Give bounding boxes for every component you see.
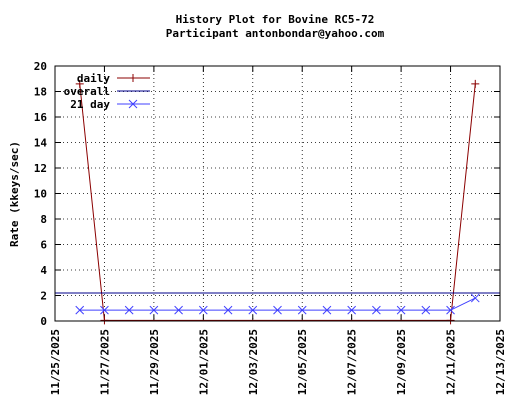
21-day-point [75, 305, 85, 315]
legend-marker-daily [129, 74, 137, 82]
y-tick-label: 16 [34, 111, 48, 124]
21-day-point [297, 305, 307, 315]
y-axis-label: Rate (kkeys/sec) [8, 141, 21, 247]
21-day-point [198, 305, 208, 315]
x-tick-label: 12/07/2025 [346, 329, 359, 395]
x-tick-label: 12/05/2025 [296, 329, 309, 395]
21-day-point [174, 305, 183, 315]
y-tick-label: 2 [40, 290, 47, 303]
y-tick-label: 14 [34, 137, 48, 150]
chart-subtitle: Participant antonbondar@yahoo.com [166, 27, 385, 40]
y-tick-label: 10 [34, 188, 47, 201]
21-day-point [248, 305, 258, 315]
21-day-point [347, 305, 357, 315]
21-day-point [124, 305, 134, 315]
21-day-point [223, 305, 233, 315]
chart-title: History Plot for Bovine RC5-72 [176, 13, 375, 26]
x-tick-label: 12/01/2025 [197, 329, 210, 395]
x-tick-label: 11/29/2025 [148, 329, 161, 395]
21-day-point [446, 305, 455, 315]
daily-series-line [79, 83, 476, 321]
y-tick-label: 6 [40, 239, 47, 252]
y-tick-label: 12 [34, 162, 47, 175]
series-layer [55, 79, 500, 325]
daily-point [100, 316, 109, 325]
y-tick-label: 18 [34, 86, 47, 99]
legend-marker-21-day [128, 99, 138, 109]
daily-point [75, 79, 84, 88]
x-tick-label: 12/11/2025 [445, 329, 458, 395]
21-day-point [149, 305, 159, 315]
x-tick-label: 12/13/2025 [494, 329, 507, 395]
y-tick-label: 0 [40, 315, 47, 328]
legend-label-overall: overall [64, 85, 110, 98]
daily-point [471, 79, 480, 88]
y-tick-label: 4 [40, 264, 47, 277]
tick-layer: 0 2 4 6 8 10 12 14 16 18 20 11/25/2025 11/27/2025 11/… [34, 60, 507, 395]
x-tick-label: 11/27/2025 [98, 329, 111, 395]
21-day-point [372, 305, 381, 315]
21-day-point [100, 305, 109, 315]
21-day-point [273, 305, 282, 315]
x-tick-label: 12/09/2025 [395, 329, 408, 395]
grid-layer [55, 66, 500, 321]
21-day-point [421, 305, 431, 315]
x-tick-label: 12/03/2025 [247, 329, 260, 395]
x-tick-label: 11/25/2025 [49, 329, 62, 395]
legend-label-daily: daily [77, 72, 110, 85]
21-day-point [470, 293, 480, 303]
y-tick-label: 20 [34, 60, 47, 73]
21-day-series-line [79, 297, 476, 311]
21-day-point [396, 305, 406, 315]
daily-point [446, 316, 455, 325]
legend-label-21-day: 21 day [70, 98, 110, 111]
plot-frame [54, 65, 501, 322]
y-tick-label: 8 [40, 213, 47, 226]
21-day-point [322, 305, 332, 315]
